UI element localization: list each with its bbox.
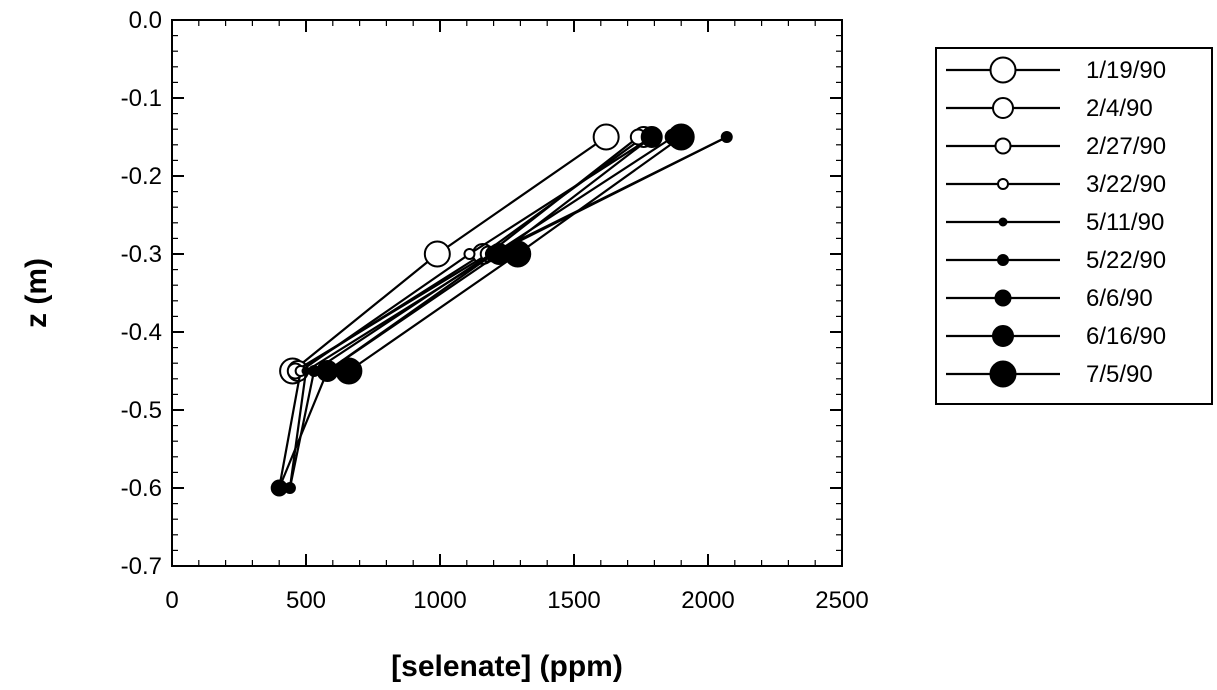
plot-frame [171,19,843,567]
series-point [720,131,733,143]
series-point [316,360,339,382]
y-tick-label: -0.6 [121,475,162,502]
series-line [288,136,728,489]
legend-item: 6/6/90 [946,285,1153,312]
legend: 1/19/90 2/4/90 2/27/90 3/22/90 5/11/90 5/22/9… [935,47,1213,405]
legend-marker [989,56,1017,84]
series-6-6-90 [270,128,682,497]
legend-marker [998,217,1008,227]
series-point [270,479,288,497]
legend-label: 5/22/90 [1086,247,1166,274]
legend-item: 2/27/90 [946,133,1166,160]
legend-marker [989,360,1017,388]
series-1-19-90 [279,123,620,385]
legend-label: 6/16/90 [1086,323,1166,350]
x-tick-label: 500 [286,587,326,614]
plot-area [171,19,843,567]
series-layer [270,123,733,497]
major-ticks [171,19,843,567]
y-tick-label: -0.5 [121,397,162,424]
legend-frame [935,47,1213,405]
series-point [423,240,451,268]
series-point [463,248,476,260]
legend-item: 1/19/90 [946,56,1166,84]
series-point [667,123,695,151]
legend-marker [994,289,1012,307]
series-5-11-90 [285,132,732,493]
y-tick-label: -0.2 [121,163,162,190]
legend-marker [997,178,1009,190]
series-line [278,136,674,489]
legend-marker [997,254,1009,266]
legend-label: 3/22/90 [1086,171,1166,198]
x-axis-title: [selenate] (ppm) [391,650,623,683]
series-line [288,136,728,489]
legend-marker [994,137,1012,155]
series-point [335,357,363,385]
x-tick-label: 2000 [681,587,734,614]
series-line [278,136,653,489]
x-tick-label: 1500 [547,587,600,614]
legend-label: 5/11/90 [1086,209,1164,236]
legend-label: 1/19/90 [1086,57,1166,84]
series-5-22-90 [283,131,733,494]
x-tick-label: 2500 [815,587,868,614]
legend-item: 2/4/90 [946,95,1153,122]
series-point [592,123,620,151]
y-tick-labels: 0.0 -0.1 -0.2 -0.3 -0.4 -0.5 -0.6 -0.7 [121,7,162,580]
legend-marker [992,97,1014,119]
legend-items: 1/19/90 2/4/90 2/27/90 3/22/90 5/11/90 5/22/9… [946,56,1166,388]
series-6-16-90 [316,126,663,382]
legend-label: 7/5/90 [1086,361,1153,388]
series-point [640,126,663,148]
y-tick-label: -0.7 [121,553,162,580]
series-point [504,240,532,268]
y-tick-label: 0.0 [129,7,162,34]
legend-item: 7/5/90 [946,360,1153,388]
y-tick-label: -0.3 [121,241,162,268]
y-tick-label: -0.1 [121,85,162,112]
legend-label: 2/27/90 [1086,133,1166,160]
minor-ticks [172,20,842,566]
legend-label: 2/4/90 [1086,95,1153,122]
x-tick-label: 1000 [413,587,466,614]
x-tick-labels: 0 500 1000 1500 2000 2500 [165,587,868,614]
x-tick-label: 0 [165,587,178,614]
legend-item: 3/22/90 [946,171,1166,198]
legend-item: 5/11/90 [946,209,1164,236]
y-tick-label: -0.4 [121,319,162,346]
legend-item: 6/16/90 [946,323,1166,350]
legend-item: 5/22/90 [946,247,1166,274]
legend-label: 6/6/90 [1086,285,1153,312]
legend-marker [992,325,1014,347]
series-7-5-90 [335,123,695,385]
y-axis-title: z (m) [20,258,53,328]
